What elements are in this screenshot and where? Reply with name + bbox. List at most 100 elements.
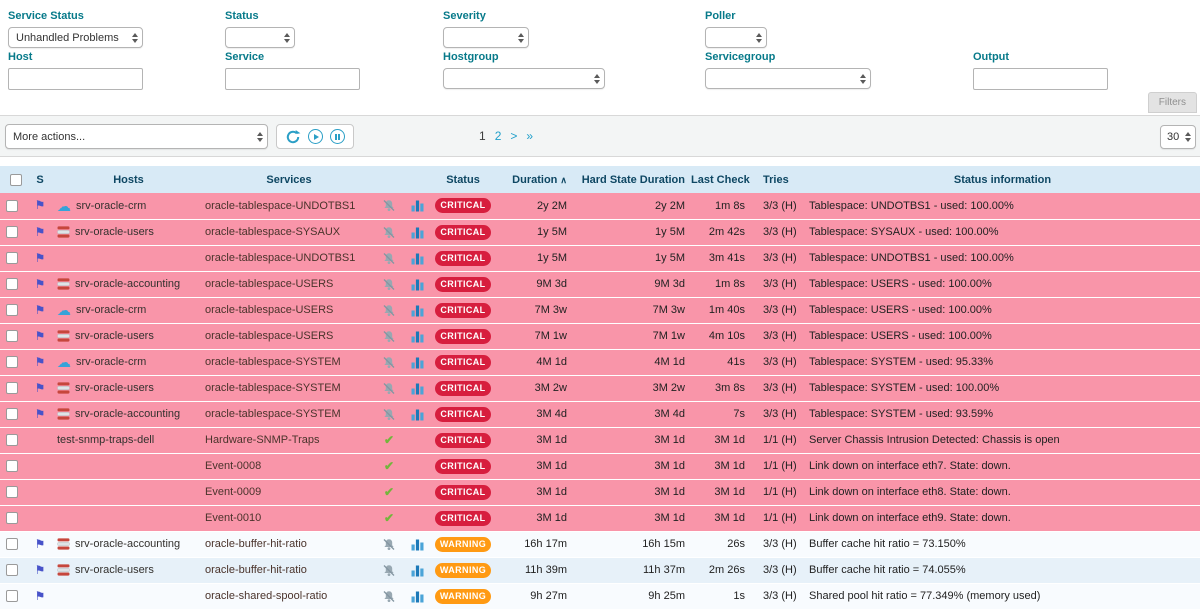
host-link[interactable]: srv-oracle-accounting — [75, 407, 181, 420]
service-link[interactable]: oracle-tablespace-USERS — [205, 304, 334, 316]
output-input[interactable] — [973, 68, 1108, 90]
host-link[interactable]: srv-oracle-users — [75, 563, 154, 576]
graph-icon[interactable] — [411, 356, 424, 369]
page-next-link[interactable]: > — [510, 129, 518, 143]
row-checkbox[interactable] — [6, 382, 18, 395]
service-link[interactable]: oracle-buffer-hit-ratio — [205, 564, 307, 576]
filters-button[interactable]: Filters — [1147, 92, 1197, 113]
graph-icon[interactable] — [411, 278, 424, 291]
cloud-icon: ☁ — [57, 197, 71, 214]
row-checkbox[interactable] — [6, 304, 18, 317]
play-icon[interactable] — [308, 129, 323, 144]
status-cell: WARNING — [431, 583, 495, 610]
col-last-check[interactable]: Last Check — [691, 166, 751, 193]
severity-select[interactable] — [443, 27, 529, 48]
service-link[interactable]: oracle-tablespace-SYSTEM — [205, 408, 341, 420]
row-checkbox[interactable] — [6, 408, 18, 421]
col-hard-state-duration[interactable]: Hard State Duration — [573, 166, 691, 193]
host-cell: ☁ srv-oracle-crm — [54, 193, 203, 220]
page-current[interactable]: 1 — [479, 129, 486, 143]
service-status-select[interactable]: Unhandled Problems — [8, 27, 143, 48]
host-link[interactable]: test-snmp-traps-dell — [57, 434, 155, 446]
graph-icon[interactable] — [411, 304, 424, 317]
last-check-cell: 7s — [691, 401, 751, 428]
service-link[interactable]: Event-0009 — [205, 486, 262, 498]
row-flag-cell: ⚑ — [26, 375, 54, 402]
row-checkbox[interactable] — [6, 538, 18, 551]
last-check-cell: 26s — [691, 531, 751, 558]
service-link[interactable]: oracle-buffer-hit-ratio — [205, 538, 307, 550]
graph-icon[interactable] — [411, 538, 424, 551]
host-link[interactable]: srv-oracle-crm — [76, 199, 147, 212]
service-link[interactable]: oracle-tablespace-SYSTEM — [205, 382, 341, 394]
graph-icon[interactable] — [411, 226, 424, 239]
service-link[interactable]: oracle-tablespace-SYSTEM — [205, 356, 341, 368]
status-information-cell: Tablespace: UNDOTBS1 - used: 100.00% — [805, 245, 1200, 272]
col-status[interactable]: Status — [431, 166, 495, 193]
row-checkbox[interactable] — [6, 330, 18, 343]
refresh-icon[interactable] — [285, 129, 301, 145]
page-size-select[interactable]: 30 — [1160, 125, 1196, 149]
graph-icon[interactable] — [411, 252, 424, 265]
service-input[interactable] — [225, 68, 360, 90]
status-badge: CRITICAL — [435, 510, 491, 526]
hostgroup-select[interactable] — [443, 68, 605, 89]
graph-icon[interactable] — [411, 408, 424, 421]
row-checkbox[interactable] — [6, 226, 18, 239]
page-last-link[interactable]: » — [526, 129, 534, 143]
service-link[interactable]: oracle-tablespace-UNDOTBS1 — [205, 252, 356, 264]
pause-icon[interactable] — [330, 129, 345, 144]
row-checkbox[interactable] — [6, 512, 18, 525]
select-all-checkbox[interactable] — [10, 173, 22, 186]
database-icon — [57, 278, 70, 290]
servicegroup-select[interactable] — [705, 68, 871, 89]
graph-icon[interactable] — [411, 199, 424, 212]
row-checkbox[interactable] — [6, 486, 18, 499]
service-link[interactable]: Event-0010 — [205, 512, 262, 524]
row-checkbox[interactable] — [6, 278, 18, 291]
graph-icon[interactable] — [411, 564, 424, 577]
page-size-value: 30 — [1167, 131, 1180, 143]
col-services[interactable]: Services — [203, 166, 375, 193]
row-checkbox[interactable] — [6, 564, 18, 577]
service-link[interactable]: oracle-tablespace-USERS — [205, 278, 334, 290]
poller-select[interactable] — [705, 27, 767, 48]
host-link[interactable]: srv-oracle-users — [75, 225, 154, 238]
row-checkbox[interactable] — [6, 590, 18, 603]
service-link[interactable]: oracle-tablespace-UNDOTBS1 — [205, 199, 356, 212]
service-link[interactable]: oracle-tablespace-SYSAUX — [205, 226, 341, 238]
duration-cell: 7M 3w — [495, 297, 573, 324]
col-s[interactable]: S — [26, 166, 54, 193]
col-status-information[interactable]: Status information — [805, 166, 1200, 193]
service-link[interactable]: Hardware-SNMP-Traps — [205, 434, 320, 446]
col-tries[interactable]: Tries — [751, 166, 805, 193]
host-link[interactable]: srv-oracle-crm — [76, 303, 147, 316]
graph-icon[interactable] — [411, 590, 424, 603]
row-checkbox[interactable] — [6, 434, 18, 447]
row-checkbox[interactable] — [6, 199, 18, 212]
status-cell: CRITICAL — [431, 401, 495, 428]
row-checkbox[interactable] — [6, 252, 18, 265]
host-link[interactable]: srv-oracle-users — [75, 381, 154, 394]
service-link[interactable]: oracle-tablespace-USERS — [205, 330, 334, 342]
row-checkbox[interactable] — [6, 356, 18, 369]
graph-cell — [403, 245, 431, 272]
host-link[interactable]: srv-oracle-users — [75, 329, 154, 342]
graph-cell — [403, 271, 431, 298]
row-checkbox[interactable] — [6, 460, 18, 473]
more-actions-select[interactable]: More actions... — [5, 124, 268, 149]
col-duration[interactable]: Duration ∧ — [495, 166, 573, 193]
status-select[interactable] — [225, 27, 295, 48]
page-2-link[interactable]: 2 — [494, 129, 502, 143]
col-hosts[interactable]: Hosts — [54, 166, 203, 193]
row-select-cell — [0, 245, 26, 272]
host-input[interactable] — [8, 68, 143, 90]
graph-icon[interactable] — [411, 330, 424, 343]
host-link[interactable]: srv-oracle-crm — [76, 355, 147, 368]
tries-cell: 3/3 (H) — [751, 219, 805, 246]
host-link[interactable]: srv-oracle-accounting — [75, 277, 181, 290]
graph-icon[interactable] — [411, 382, 424, 395]
service-link[interactable]: oracle-shared-spool-ratio — [205, 590, 328, 602]
service-link[interactable]: Event-0008 — [205, 460, 262, 472]
host-link[interactable]: srv-oracle-accounting — [75, 537, 181, 550]
